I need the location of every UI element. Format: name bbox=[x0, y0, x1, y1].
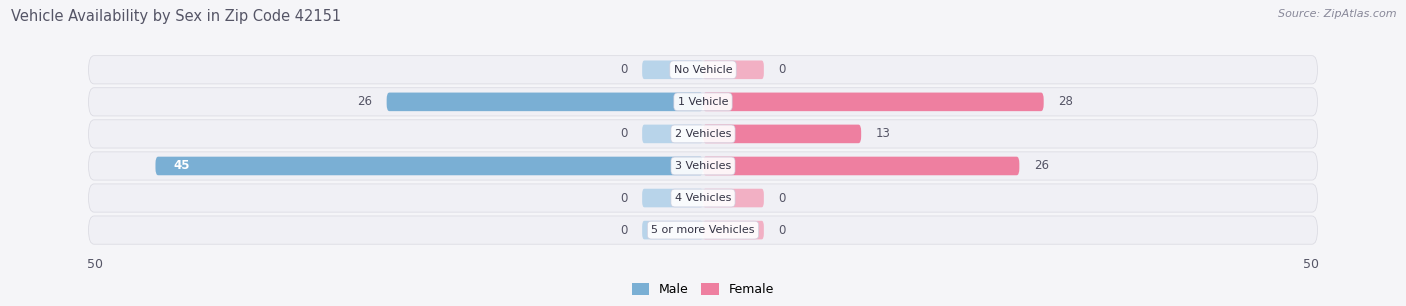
Text: 13: 13 bbox=[876, 127, 890, 140]
Text: 26: 26 bbox=[1033, 159, 1049, 173]
FancyBboxPatch shape bbox=[156, 157, 703, 175]
FancyBboxPatch shape bbox=[89, 120, 1317, 148]
Text: Source: ZipAtlas.com: Source: ZipAtlas.com bbox=[1278, 9, 1396, 19]
FancyBboxPatch shape bbox=[643, 221, 703, 239]
FancyBboxPatch shape bbox=[387, 92, 703, 111]
Text: 4 Vehicles: 4 Vehicles bbox=[675, 193, 731, 203]
Text: Vehicle Availability by Sex in Zip Code 42151: Vehicle Availability by Sex in Zip Code … bbox=[11, 9, 342, 24]
Text: 26: 26 bbox=[357, 95, 373, 108]
FancyBboxPatch shape bbox=[89, 184, 1317, 212]
Text: No Vehicle: No Vehicle bbox=[673, 65, 733, 75]
Text: 0: 0 bbox=[620, 63, 627, 76]
Text: 45: 45 bbox=[174, 159, 190, 173]
FancyBboxPatch shape bbox=[703, 189, 763, 207]
Text: 3 Vehicles: 3 Vehicles bbox=[675, 161, 731, 171]
Text: 0: 0 bbox=[620, 224, 627, 237]
Text: 2 Vehicles: 2 Vehicles bbox=[675, 129, 731, 139]
FancyBboxPatch shape bbox=[89, 216, 1317, 244]
FancyBboxPatch shape bbox=[703, 157, 1019, 175]
Legend: Male, Female: Male, Female bbox=[627, 278, 779, 301]
FancyBboxPatch shape bbox=[703, 125, 860, 143]
Text: 0: 0 bbox=[620, 192, 627, 204]
FancyBboxPatch shape bbox=[89, 152, 1317, 180]
Text: 0: 0 bbox=[779, 192, 786, 204]
Text: 0: 0 bbox=[620, 127, 627, 140]
FancyBboxPatch shape bbox=[703, 221, 763, 239]
FancyBboxPatch shape bbox=[89, 88, 1317, 116]
Text: 5 or more Vehicles: 5 or more Vehicles bbox=[651, 225, 755, 235]
FancyBboxPatch shape bbox=[89, 56, 1317, 84]
FancyBboxPatch shape bbox=[703, 61, 763, 79]
FancyBboxPatch shape bbox=[643, 125, 703, 143]
FancyBboxPatch shape bbox=[703, 92, 1043, 111]
FancyBboxPatch shape bbox=[643, 189, 703, 207]
FancyBboxPatch shape bbox=[643, 61, 703, 79]
Text: 1 Vehicle: 1 Vehicle bbox=[678, 97, 728, 107]
Text: 0: 0 bbox=[779, 224, 786, 237]
Text: 28: 28 bbox=[1059, 95, 1073, 108]
Text: 0: 0 bbox=[779, 63, 786, 76]
